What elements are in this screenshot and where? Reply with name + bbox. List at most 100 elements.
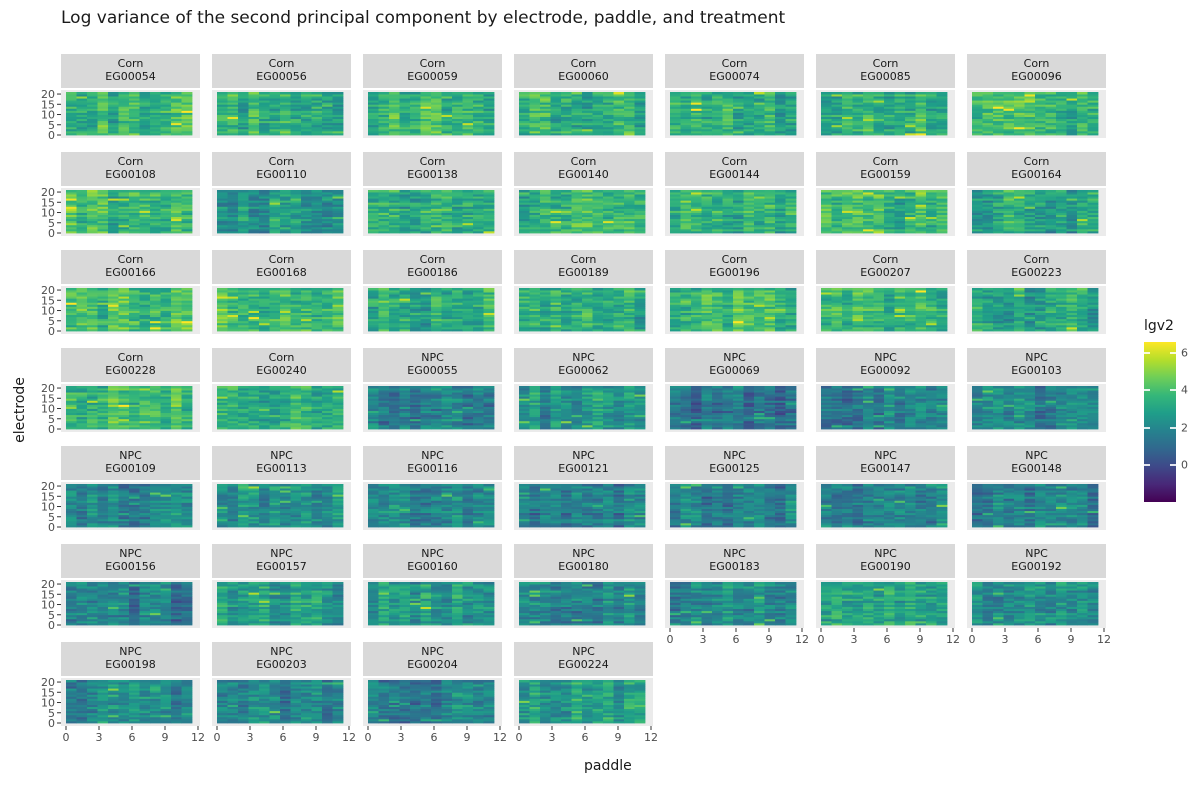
heatmap-tile [972, 190, 983, 193]
heatmap-tile [905, 202, 916, 205]
heatmap-tile [301, 324, 312, 328]
heatmap-tile [852, 114, 864, 117]
heatmap-tile [227, 316, 239, 320]
heatmap-tile [582, 288, 593, 291]
heatmap-tile [926, 104, 937, 107]
heatmap-tile [1035, 228, 1046, 232]
heatmap-tile [529, 194, 541, 197]
heatmap-tile [473, 116, 484, 120]
heatmap-tile [160, 326, 172, 330]
heatmap-tile [129, 196, 140, 199]
heatmap-tile [280, 314, 291, 318]
heatmap-tile [129, 116, 140, 120]
heatmap-tile [311, 216, 323, 220]
heatmap-tile [181, 132, 193, 136]
heatmap-tile [76, 120, 88, 124]
heatmap-tile [1087, 130, 1099, 134]
heatmap-tile [238, 316, 249, 320]
heatmap-tile [863, 214, 874, 218]
heatmap-tile [378, 226, 390, 230]
heatmap-tile [634, 196, 646, 199]
heatmap-tile [108, 318, 119, 322]
heatmap-tile [613, 112, 625, 115]
heatmap-tile [171, 218, 182, 222]
heatmap-tile [582, 226, 593, 230]
heatmap-tile [160, 328, 172, 332]
heatmap-tile [754, 214, 765, 218]
heatmap-tile [290, 224, 302, 228]
heatmap-tile [691, 94, 702, 97]
heatmap-tile [150, 132, 161, 136]
heatmap-tile [982, 228, 994, 232]
heatmap-tile [624, 92, 635, 95]
heatmap-tile [181, 192, 193, 195]
heatmap-tile [66, 194, 77, 197]
heatmap-tile [873, 202, 885, 205]
heatmap-tile [171, 122, 182, 126]
heatmap-tile [129, 114, 140, 117]
heatmap-tile [529, 108, 541, 111]
heatmap-tile [915, 120, 927, 124]
heatmap-tile [238, 220, 249, 224]
heatmap-tile [171, 306, 182, 309]
heatmap-tile [993, 216, 1004, 220]
heatmap-tile [108, 194, 119, 197]
heatmap-tile [972, 122, 983, 126]
heatmap-tile [431, 218, 442, 222]
heatmap-tile [712, 96, 723, 99]
heatmap-tile [670, 210, 681, 213]
heatmap-tile [743, 226, 755, 230]
heatmap-tile [76, 306, 88, 309]
heatmap-tile [452, 122, 463, 126]
heatmap-tile [87, 214, 98, 218]
heatmap-tile [1066, 116, 1078, 120]
heatmap-tile [571, 130, 583, 134]
heatmap-tile [972, 206, 983, 209]
heatmap-tile [108, 220, 119, 224]
heatmap-tile [217, 200, 228, 203]
heatmap-tile [399, 224, 411, 228]
heatmap-tile [624, 104, 635, 107]
heatmap-tile [1045, 102, 1057, 105]
heatmap-tile [118, 308, 130, 311]
heatmap-tile [873, 96, 885, 99]
heatmap-tile [691, 114, 702, 117]
heatmap-tile [603, 92, 614, 95]
heatmap-tile [550, 216, 562, 220]
heatmap-tile [561, 222, 572, 226]
heatmap-tile [269, 212, 281, 215]
heatmap-tile [118, 326, 130, 330]
heatmap-tile [76, 324, 88, 328]
heatmap-tile [873, 222, 885, 226]
heatmap-tile [97, 300, 109, 303]
heatmap-tile [993, 106, 1004, 109]
heatmap-tile [1077, 124, 1088, 128]
heatmap-tile [624, 116, 635, 120]
heatmap-tile [764, 190, 776, 193]
heatmap-tile [160, 106, 172, 109]
heatmap-tile [1045, 112, 1057, 115]
heatmap-tile [743, 108, 755, 111]
heatmap-tile [634, 120, 646, 124]
heatmap-tile [1087, 112, 1099, 115]
heatmap-tile [269, 100, 281, 103]
heatmap-tile [722, 218, 734, 222]
heatmap-tile [1056, 130, 1067, 134]
heatmap-tile [1045, 108, 1057, 111]
heatmap-tile [1077, 214, 1088, 218]
heatmap-tile [66, 224, 77, 228]
heatmap-tile [582, 116, 593, 120]
heatmap-tile [322, 104, 333, 107]
heatmap-tile [108, 98, 119, 101]
facet-treatment-label: Corn [118, 155, 144, 168]
heatmap-tile [420, 228, 432, 232]
heatmap-tile [670, 212, 681, 215]
heatmap-tile [1056, 118, 1067, 122]
heatmap-tile [613, 194, 625, 197]
heatmap-tile [368, 190, 379, 193]
heatmap-tile [634, 216, 646, 220]
heatmap-tile [936, 224, 948, 228]
heatmap-tile [680, 218, 692, 222]
heatmap-tile [118, 222, 130, 226]
